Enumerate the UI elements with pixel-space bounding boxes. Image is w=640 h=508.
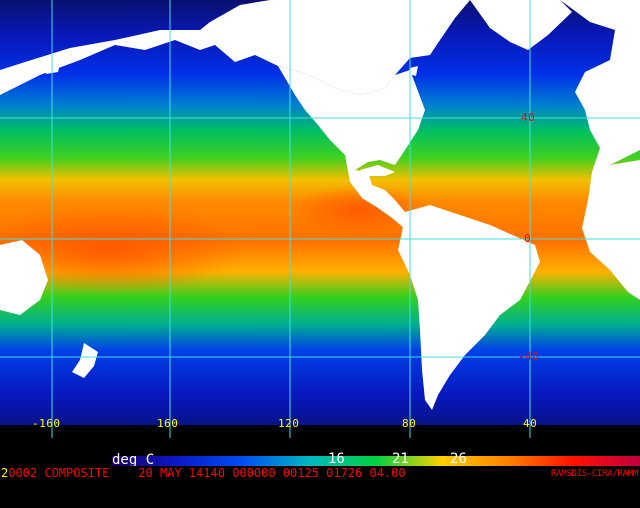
footer-credit: RAMSDIS-CIRA/RAMM [550,469,638,479]
colorbar-unit: deg C [112,452,155,468]
lon-tick-160e: 160 [157,417,179,430]
lat-tick-equator: 0 [524,232,532,245]
land-alaska-canada [0,0,470,95]
land-australia [0,240,48,315]
southern-ice-edge [0,425,640,438]
land-south-america [398,205,540,410]
colorbar-tick-26: 26 [450,451,467,467]
land-europe [560,0,640,165]
land-mexico-central-america [345,155,410,228]
colorbar: deg C 16 21 26 [0,438,640,468]
lon-tick-120w: 120 [278,417,300,430]
lon-tick-160w: -160 [32,417,61,430]
warm-pool-east [290,185,430,235]
sst-map [0,0,640,438]
footer-lead: 2 [1,466,9,480]
footer-caption: 20002 COMPOSITE 20 MAY 14140 000000 0012… [1,466,406,480]
lat-tick-40s: -40 [518,350,540,363]
lon-tick-80w: 80 [402,417,417,430]
footer-composite-text: 0002 COMPOSITE 20 MAY 14140 000000 00125… [8,466,406,480]
land-greenland [470,0,572,50]
lat-tick-40n: 40 [521,111,536,124]
land-new-zealand [72,343,98,378]
colorbar-strip [112,456,640,466]
warm-pool [0,205,240,295]
land-africa [582,148,640,300]
land [0,0,640,410]
colorbar-tick-16: 16 [328,451,345,467]
footer: 20002 COMPOSITE 20 MAY 14140 000000 0012… [0,466,640,480]
colorbar-tick-21: 21 [392,451,409,467]
graticule [0,0,640,438]
lon-tick-40w: 40 [523,417,538,430]
